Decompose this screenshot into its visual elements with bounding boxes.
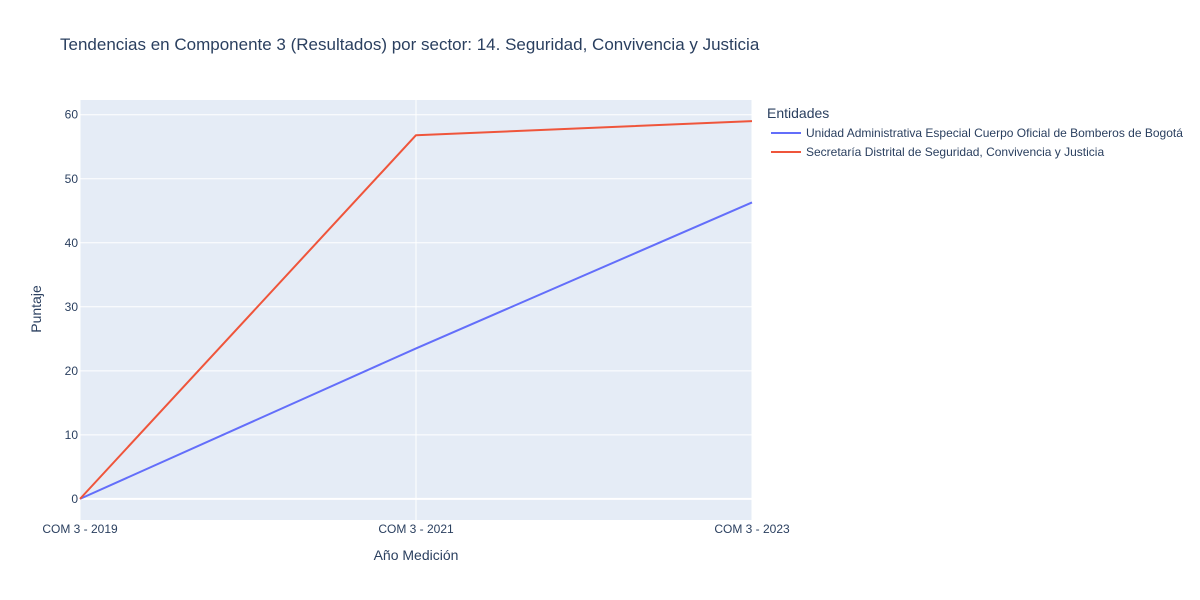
series-line-0 [79, 201, 753, 500]
y-axis-title: Puntaje [28, 285, 44, 333]
chart-title: Tendencias en Componente 3 (Resultados) … [60, 35, 760, 54]
x-tick-label: COM 3 - 2021 [378, 522, 454, 536]
legend-item-label: Secretaría Distrital de Seguridad, Convi… [806, 145, 1104, 159]
x-axis-ticks: COM 3 - 2019 COM 3 - 2021 COM 3 - 2023 [42, 522, 790, 536]
x-tick-label: COM 3 - 2019 [42, 522, 118, 536]
x-gridlines [79, 100, 753, 520]
y-axis-ticks: 0 10 20 30 40 50 60 [65, 108, 79, 506]
y-tick-label: 30 [65, 300, 79, 314]
y-tick-label: 60 [65, 108, 79, 122]
x-axis-title: Año Medición [374, 547, 459, 563]
y-tick-label: 40 [65, 236, 79, 250]
y-tick-label: 0 [71, 492, 78, 506]
series-lines [79, 120, 753, 500]
legend-title: Entidades [767, 105, 829, 121]
y-tick-label: 20 [65, 364, 79, 378]
y-tick-label: 50 [65, 172, 79, 186]
legend: Entidades Unidad Administrativa Especial… [767, 105, 1183, 159]
legend-item-label: Unidad Administrativa Especial Cuerpo Of… [806, 126, 1183, 140]
x-tick-label: COM 3 - 2023 [714, 522, 790, 536]
y-tick-label: 10 [65, 428, 79, 442]
series-line-1 [79, 120, 753, 500]
